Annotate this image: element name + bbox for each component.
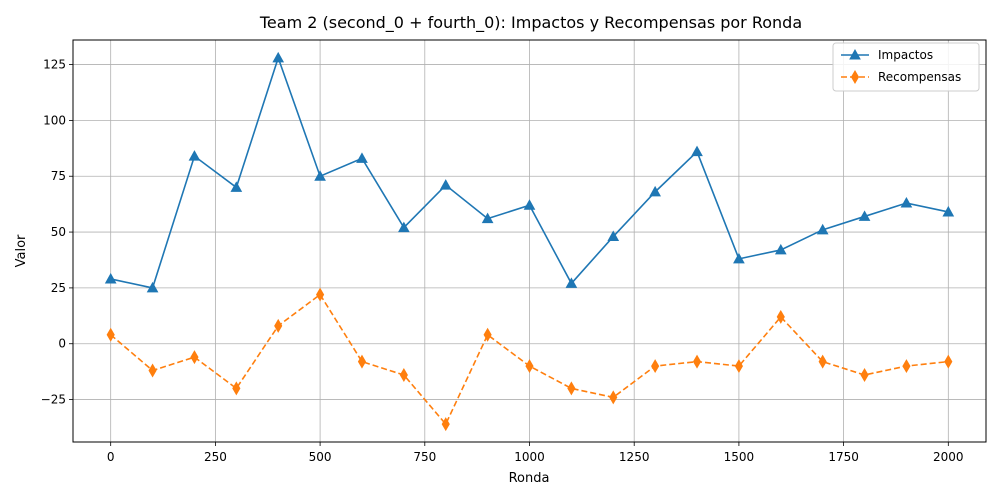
legend-marker-recompensas — [850, 70, 860, 84]
data-point-impactos — [607, 230, 620, 242]
data-point-impactos — [146, 281, 159, 293]
data-point-impactos — [523, 199, 536, 210]
grid — [73, 40, 986, 442]
data-point-recompensas — [651, 359, 660, 374]
data-point-impactos — [649, 185, 661, 197]
y-tick-label: 100 — [43, 113, 66, 127]
data-point-impactos — [858, 210, 871, 221]
y-tick-label: −25 — [41, 393, 66, 407]
data-point-recompensas — [567, 381, 576, 396]
data-point-impactos — [398, 221, 410, 233]
data-point-impactos — [230, 181, 243, 192]
data-point-recompensas — [441, 417, 450, 432]
x-tick-label: 750 — [413, 450, 436, 464]
data-point-impactos — [104, 272, 117, 284]
x-tick-label: 1000 — [514, 450, 545, 464]
y-tick-label: 50 — [51, 225, 66, 239]
x-tick-label: 1750 — [828, 450, 859, 464]
data-point-recompensas — [232, 381, 241, 396]
chart-title: Team 2 (second_0 + fourth_0): Impactos y… — [259, 13, 802, 33]
data-point-recompensas — [818, 354, 827, 369]
x-tick-label: 1250 — [619, 450, 650, 464]
legend-label-impactos: Impactos — [878, 48, 933, 62]
data-point-impactos — [481, 212, 494, 224]
data-point-impactos — [565, 277, 578, 288]
series-impactos — [104, 51, 955, 293]
data-point-recompensas — [734, 359, 743, 374]
x-tick-label: 500 — [309, 450, 332, 464]
data-point-recompensas — [274, 318, 283, 333]
data-point-recompensas — [944, 354, 953, 369]
data-point-recompensas — [483, 327, 492, 342]
data-point-recompensas — [106, 327, 115, 342]
data-point-recompensas — [692, 354, 702, 369]
data-point-recompensas — [190, 350, 199, 365]
data-point-recompensas — [525, 359, 534, 374]
data-point-recompensas — [316, 287, 325, 302]
x-tick-label: 2000 — [933, 450, 964, 464]
data-point-impactos — [691, 145, 703, 157]
y-tick-label: 75 — [51, 169, 66, 183]
data-point-impactos — [816, 223, 829, 235]
data-point-recompensas — [399, 368, 408, 382]
data-point-recompensas — [609, 390, 618, 405]
data-point-recompensas — [902, 359, 911, 374]
legend-frame — [832, 42, 980, 92]
data-point-impactos — [733, 252, 745, 264]
x-tick-label: 250 — [204, 450, 227, 464]
series-recompensas — [106, 287, 953, 432]
data-point-impactos — [900, 197, 913, 208]
y-tick-label: 125 — [43, 58, 66, 72]
legend-label-recompensas: Recompensas — [878, 70, 961, 84]
data-point-impactos — [272, 51, 285, 63]
data-point-recompensas — [148, 363, 157, 378]
data-point-impactos — [356, 152, 368, 163]
data-point-impactos — [774, 243, 787, 255]
data-point-impactos — [942, 205, 955, 217]
x-tick-label: 1500 — [724, 450, 755, 464]
data-point-recompensas — [860, 368, 869, 382]
y-axis-label: Valor — [14, 234, 29, 267]
y-tick-label: 0 — [58, 337, 66, 351]
data-point-impactos — [188, 150, 201, 161]
data-point-recompensas — [776, 309, 785, 324]
legend-marker-impactos — [849, 48, 861, 60]
y-tick-label: 25 — [51, 281, 66, 295]
data-point-impactos — [314, 170, 326, 181]
x-tick-label: 0 — [107, 450, 115, 464]
legend: Impactos Recompensas — [832, 42, 980, 92]
axis-ticks: 0 250 500 750 1000 1250 1500 1750 2000 −25 0 25 50 75… — [41, 58, 964, 464]
data-point-recompensas — [357, 354, 367, 369]
series-layer — [104, 51, 955, 432]
data-point-impactos — [439, 179, 452, 190]
x-axis-label: Ronda — [509, 471, 550, 486]
